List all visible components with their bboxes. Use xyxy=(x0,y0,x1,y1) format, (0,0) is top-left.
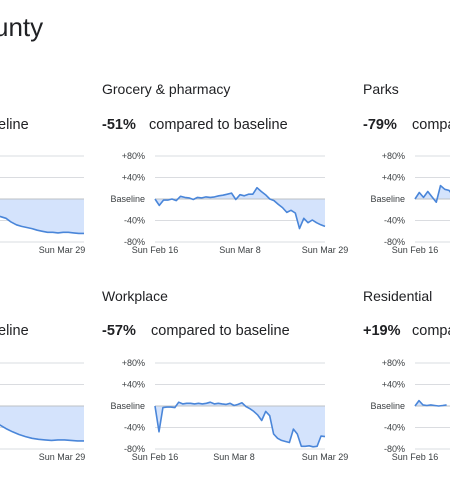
workplace-change: -57% xyxy=(102,323,136,339)
x-tick-label-start: Sun Feb 16 xyxy=(392,245,439,255)
residential-title: Residential xyxy=(363,288,433,304)
x-tick-label-start: Sun Feb 16 xyxy=(132,452,179,462)
y-tick-label: -40% xyxy=(124,216,145,226)
y-tick-label: -80% xyxy=(124,444,145,454)
residential-change: +19% xyxy=(363,323,401,339)
y-tick-label: -80% xyxy=(384,237,405,247)
grocery-pharmacy-comparison: compared to baseline xyxy=(149,117,288,133)
y-tick-label: Baseline xyxy=(110,401,145,411)
y-tick-label: -40% xyxy=(384,216,405,226)
x-tick-label-start: Sun Feb 16 xyxy=(132,245,179,255)
series-line xyxy=(414,399,447,407)
x-tick-label-end: Sun Mar 29 xyxy=(302,452,349,462)
grocery-pharmacy-change: -51% xyxy=(102,117,136,133)
y-tick-label: Baseline xyxy=(370,194,405,204)
comparison-text-partial-1: eline xyxy=(0,117,29,133)
y-tick-label: +80% xyxy=(122,151,145,161)
partial-left-chart-1: Sun Mar 29 xyxy=(0,155,86,255)
series-line xyxy=(154,186,326,230)
workplace-title: Workplace xyxy=(102,288,168,304)
parks-title: Parks xyxy=(363,81,399,97)
series-line xyxy=(0,215,84,235)
residential-comparison: compa xyxy=(412,323,450,339)
series-area xyxy=(0,406,84,441)
parks-chart: +80% +40% Baseline -40% -80%Sun Feb 16 xyxy=(370,151,450,255)
parks-change: -79% xyxy=(363,117,397,133)
y-tick-label: +40% xyxy=(122,173,145,183)
y-tick-label: +80% xyxy=(382,151,405,161)
y-tick-label: -80% xyxy=(124,237,145,247)
workplace-comparison: compared to baseline xyxy=(151,323,290,339)
grocery-pharmacy-title: Grocery & pharmacy xyxy=(102,81,231,97)
x-tick-label-start: Sun Feb 16 xyxy=(392,452,439,462)
comparison-text-partial-2: eline xyxy=(0,323,29,339)
partial-left-chart-2: Sun Mar 29 xyxy=(0,362,86,462)
grocery-pharmacy-chart: +80% +40% Baseline -40% -80%Sun Feb 16 Sun Ma… xyxy=(110,151,348,255)
y-tick-label: +40% xyxy=(382,173,405,183)
x-tick-label-end: Sun Mar 29 xyxy=(302,245,349,255)
x-tick-label-end: Sun Mar 29 xyxy=(39,452,86,462)
y-tick-label: +40% xyxy=(122,380,145,390)
x-tick-label-mid: Sun Mar 8 xyxy=(213,452,255,462)
series-line xyxy=(414,184,450,203)
y-tick-label: +40% xyxy=(382,380,405,390)
series-area xyxy=(0,199,84,234)
series-area xyxy=(155,402,325,447)
parks-comparison: compa xyxy=(412,117,450,133)
y-tick-label: Baseline xyxy=(110,194,145,204)
workplace-chart: +80% +40% Baseline -40% -80%Sun Feb 16 Sun Ma… xyxy=(110,358,348,462)
series-line xyxy=(0,424,84,442)
y-tick-label: -40% xyxy=(384,423,405,433)
x-tick-label-mid: Sun Mar 8 xyxy=(219,245,261,255)
x-tick-label-end: Sun Mar 29 xyxy=(39,245,86,255)
series-line xyxy=(154,401,326,448)
series-area xyxy=(155,187,325,229)
y-tick-label: -40% xyxy=(124,423,145,433)
page-title: unty xyxy=(0,12,44,42)
y-tick-label: +80% xyxy=(122,358,145,368)
y-tick-label: +80% xyxy=(382,358,405,368)
y-tick-label: Baseline xyxy=(370,401,405,411)
residential-chart: +80% +40% Baseline -40% -80%Sun Feb 16 xyxy=(370,358,450,462)
y-tick-label: -80% xyxy=(384,444,405,454)
